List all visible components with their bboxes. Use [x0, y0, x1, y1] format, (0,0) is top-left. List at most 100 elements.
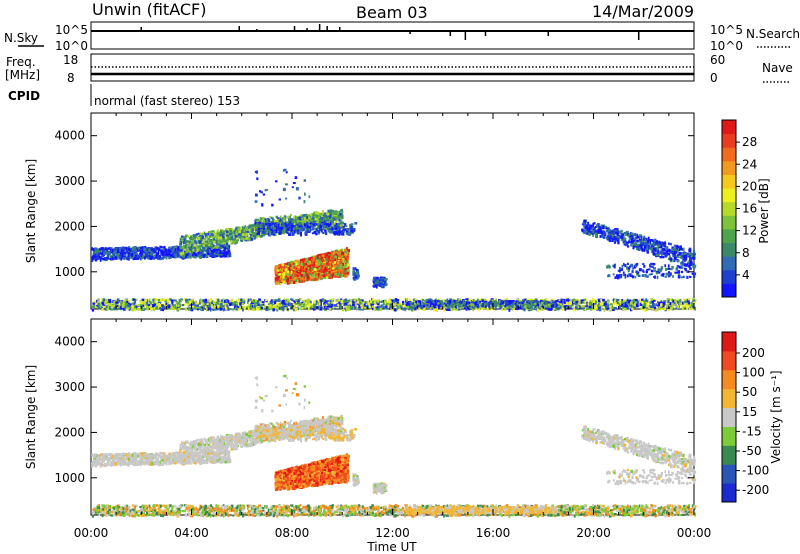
power-mark: [312, 264, 315, 269]
power-mark: [207, 231, 211, 234]
power-mark: [196, 253, 199, 257]
power-mark: [220, 230, 222, 233]
power-mark: [235, 240, 238, 244]
power-mark: [327, 255, 331, 258]
power-mark: [173, 245, 177, 248]
power-mark: [285, 262, 288, 266]
power-mark: [273, 230, 276, 234]
power-mark: [325, 218, 327, 222]
power-mark: [129, 252, 132, 255]
power-mark: [283, 168, 287, 171]
power-mark: [188, 243, 191, 247]
power-mark: [257, 230, 260, 233]
power-mark: [317, 255, 320, 258]
power-mark: [201, 246, 205, 249]
power-mark: [257, 226, 260, 230]
power-mark: [281, 263, 284, 267]
power-mark: [328, 256, 331, 260]
power-mark: [287, 275, 290, 278]
power-mark: [306, 276, 310, 280]
power-mark: [271, 229, 274, 232]
power-mark: [303, 217, 306, 221]
power-mark: [276, 276, 279, 280]
power-mark: [285, 278, 288, 282]
power-mark: [303, 268, 306, 272]
power-mark: [147, 256, 150, 259]
power-mark: [305, 223, 309, 227]
power-mark: [325, 260, 329, 264]
power-mark: [321, 222, 324, 226]
power-mark: [335, 253, 338, 257]
power-mark: [303, 179, 306, 182]
power-mark: [212, 237, 216, 242]
power-mark: [226, 228, 230, 231]
power-mark: [353, 269, 355, 272]
power-mark: [257, 232, 260, 236]
power-mark: [165, 253, 169, 257]
power-mark: [223, 247, 226, 250]
power-mark: [315, 223, 318, 226]
power-mark: [346, 251, 349, 255]
power-mark: [336, 254, 339, 258]
power-mark: [326, 212, 330, 216]
power-mark: [282, 280, 286, 284]
power-mark: [283, 271, 286, 274]
power-mark: [281, 225, 284, 228]
power-mark: [303, 266, 306, 270]
power-mark: [92, 249, 95, 252]
power-mark: [328, 224, 330, 227]
power-mark: [177, 254, 180, 257]
power-mark: [179, 246, 183, 250]
power-mark: [245, 237, 248, 240]
power-mark: [245, 233, 248, 237]
power-mark: [282, 266, 286, 269]
power-mark: [258, 223, 261, 227]
power-mark: [293, 275, 297, 279]
power-mark: [296, 269, 300, 272]
power-mark: [325, 225, 329, 228]
power-mark: [292, 226, 295, 230]
power-mark: [187, 235, 190, 238]
power-mark: [296, 276, 299, 280]
power-mark: [309, 264, 312, 269]
power-mark: [270, 216, 273, 220]
power-mark: [179, 252, 183, 256]
power-mark: [338, 254, 342, 258]
power-mark: [675, 246, 678, 249]
power-mark: [188, 236, 191, 240]
power-mark: [638, 238, 642, 242]
power-mark: [270, 231, 274, 235]
power-mark: [307, 268, 310, 271]
power-mark: [131, 247, 135, 251]
power-mark: [614, 227, 618, 230]
power-mark: [309, 222, 313, 225]
power-mark: [295, 270, 298, 273]
power-mark: [652, 245, 655, 248]
date-title: 14/Mar/2009: [592, 2, 694, 21]
power-mark: [251, 232, 255, 236]
power-mark: [337, 274, 339, 277]
power-mark: [376, 276, 379, 280]
power-mark: [199, 237, 202, 240]
power-mark: [156, 252, 160, 256]
power-mark: [276, 269, 280, 272]
power-mark: [681, 247, 685, 251]
power-mark: [150, 254, 153, 257]
power-mark: [159, 246, 162, 250]
power-mark: [209, 254, 212, 258]
power-mark: [152, 248, 155, 252]
power-mark: [104, 258, 108, 261]
power-mark: [110, 249, 113, 252]
power-mark: [372, 285, 376, 288]
power-mark: [344, 264, 348, 268]
power-mark: [195, 246, 198, 250]
power-mark: [326, 265, 329, 268]
power-mark: [223, 242, 226, 246]
power-mark: [138, 254, 141, 258]
power-mark: [330, 270, 333, 274]
power-mark: [210, 230, 213, 234]
power-mark: [306, 265, 310, 268]
power-mark: [139, 252, 142, 255]
power-mark: [208, 252, 211, 255]
power-mark: [249, 224, 252, 229]
